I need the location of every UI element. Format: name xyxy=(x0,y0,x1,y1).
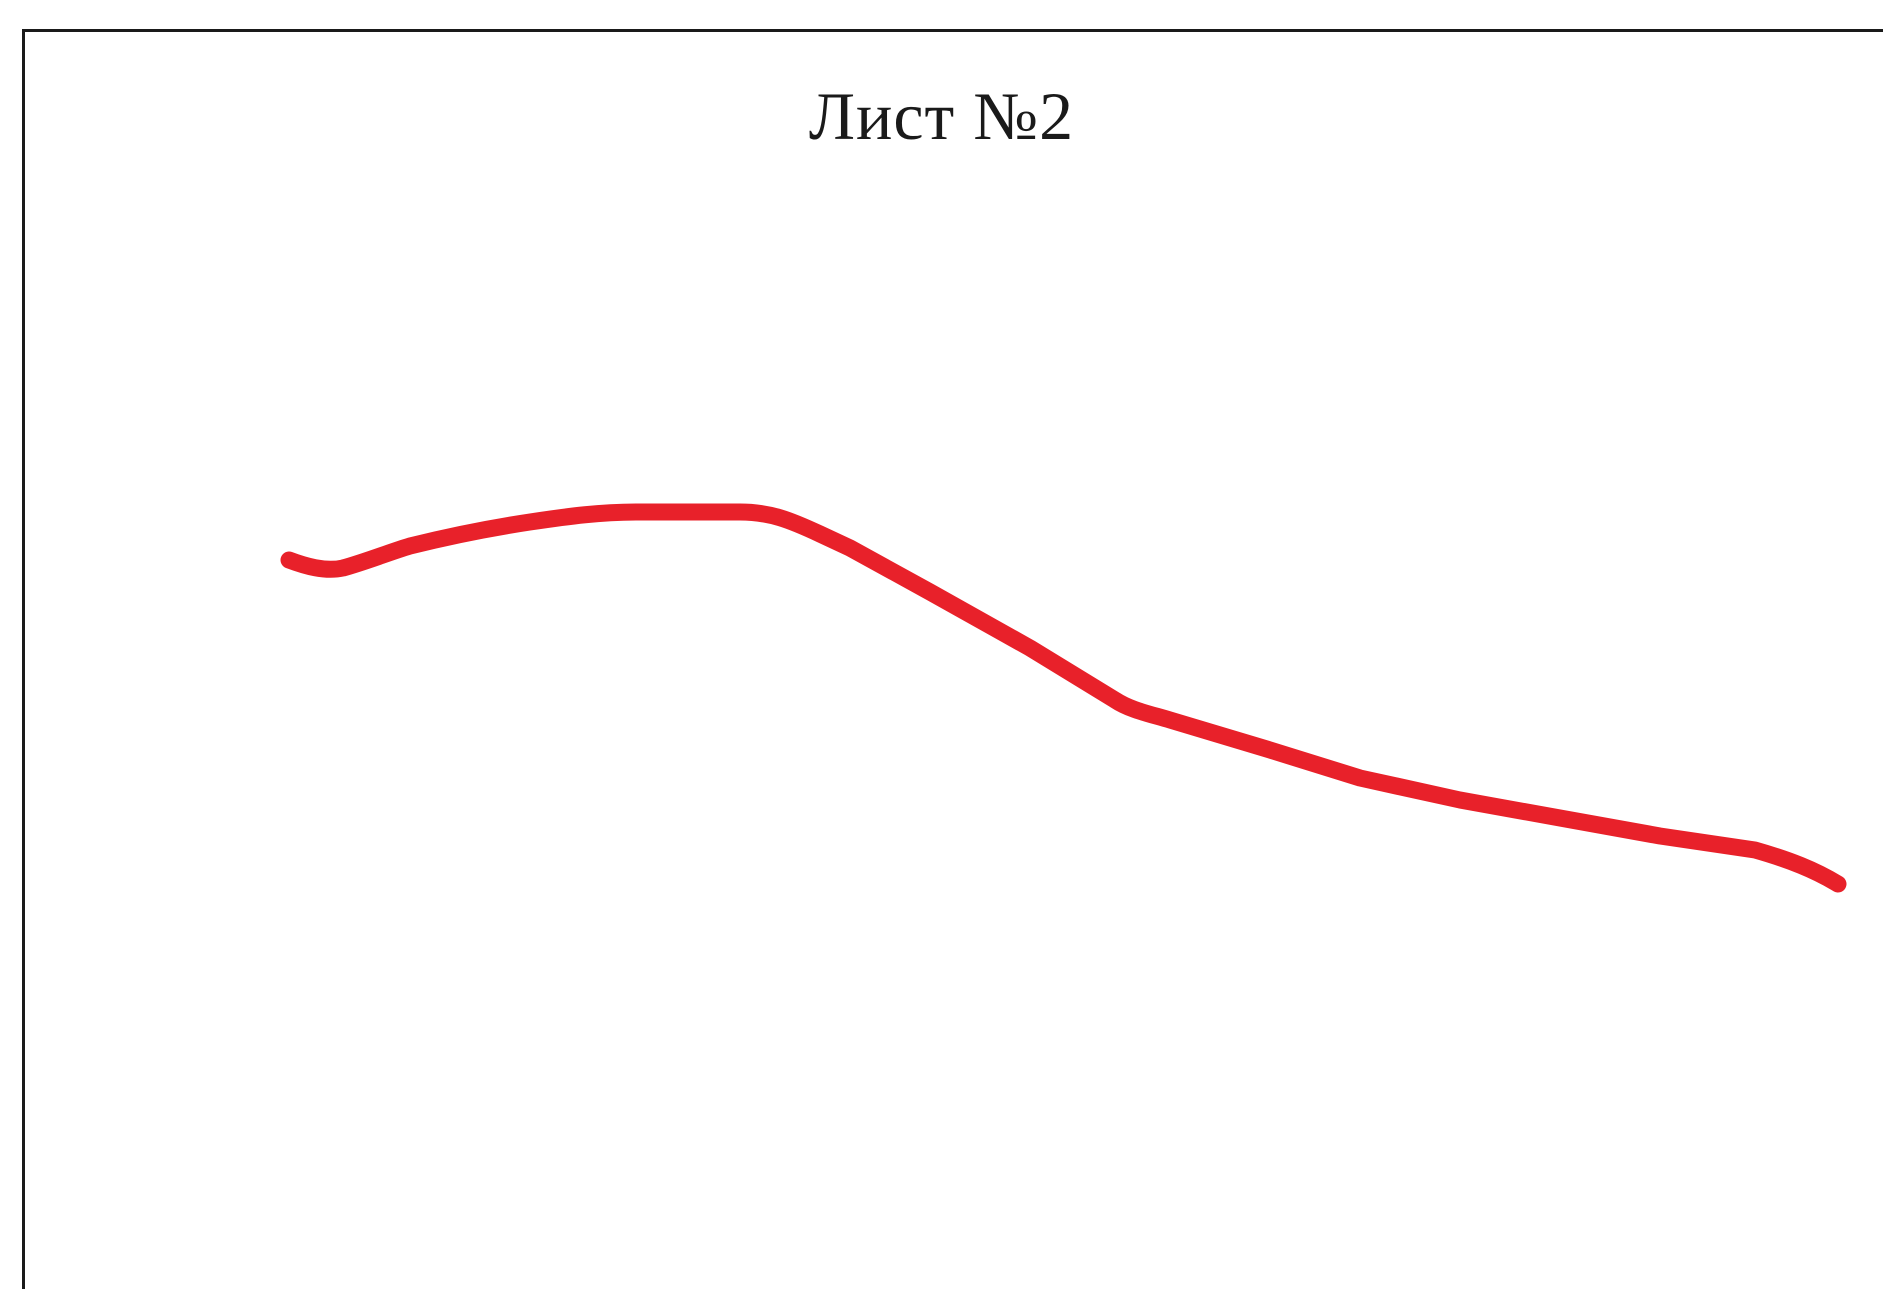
red-freehand-stroke xyxy=(289,512,1838,884)
freehand-drawing xyxy=(0,0,1883,1249)
